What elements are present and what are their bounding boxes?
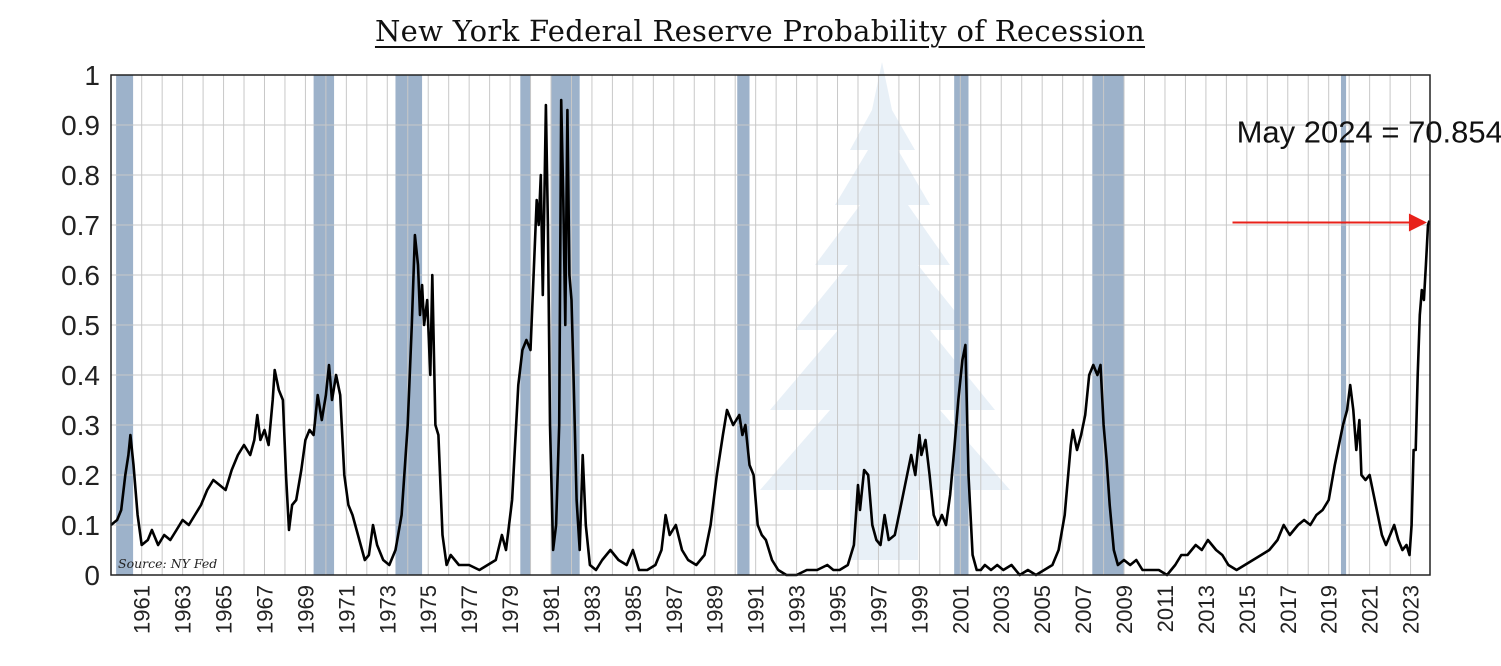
x-tick-label: 1981 bbox=[539, 585, 564, 634]
x-tick-label: 1987 bbox=[662, 585, 687, 634]
x-tick-label: 1983 bbox=[580, 585, 605, 634]
x-tick-label: 2017 bbox=[1276, 585, 1301, 634]
x-tick-label: 1973 bbox=[375, 585, 400, 634]
x-tick-label: 1975 bbox=[416, 585, 441, 634]
annotation-layer: May 2024 = 70.854% Source: NY Fed bbox=[118, 115, 1501, 572]
tree-watermark bbox=[760, 62, 1010, 560]
x-tick-label: 1985 bbox=[621, 585, 646, 634]
x-tick-label: 2023 bbox=[1399, 585, 1424, 634]
y-tick-label: 0.5 bbox=[61, 310, 100, 341]
y-tick-label: 1 bbox=[84, 60, 100, 91]
x-tick-label: 1995 bbox=[826, 585, 851, 634]
y-axis-ticks: 0 0.1 0.2 0.3 0.4 0.5 0.6 0.7 0.8 0.9 1 bbox=[61, 60, 100, 591]
x-tick-label: 2009 bbox=[1112, 585, 1137, 634]
y-tick-label: 0.6 bbox=[61, 260, 100, 291]
x-tick-label: 1993 bbox=[785, 585, 810, 634]
x-tick-label: 1989 bbox=[703, 585, 728, 634]
source-note: Source: NY Fed bbox=[118, 556, 217, 571]
x-tick-label: 2021 bbox=[1358, 585, 1383, 634]
y-tick-label: 0.9 bbox=[61, 110, 100, 141]
annotation-arrow-head bbox=[1408, 213, 1427, 232]
y-tick-label: 0.3 bbox=[61, 410, 100, 441]
y-tick-label: 0.1 bbox=[61, 510, 100, 541]
chart-title: New York Federal Reserve Probability of … bbox=[374, 14, 1146, 48]
y-tick-label: 0.7 bbox=[61, 210, 100, 241]
x-tick-label: 1967 bbox=[252, 585, 277, 634]
x-tick-label: 2003 bbox=[989, 585, 1014, 634]
series-line-0 bbox=[110, 98, 1431, 577]
x-tick-label: 1969 bbox=[293, 585, 318, 634]
x-tick-label: 2005 bbox=[1030, 585, 1055, 634]
probability-series bbox=[110, 98, 1431, 577]
y-tick-label: 0.8 bbox=[61, 160, 100, 191]
plot-frame bbox=[110, 74, 1431, 576]
x-tick-label: 1971 bbox=[334, 585, 359, 634]
x-tick-label: 2011 bbox=[1153, 585, 1178, 632]
x-axis-ticks: 1961 1963 1965 1967 1969 1971 1973 1975 1977 1979… bbox=[130, 585, 1424, 634]
x-tick-label: 1963 bbox=[171, 585, 196, 634]
x-tick-label: 1999 bbox=[907, 585, 932, 634]
x-tick-label: 1965 bbox=[212, 585, 237, 634]
x-tick-label: 2007 bbox=[1071, 585, 1096, 634]
grid-lines bbox=[111, 74, 1430, 576]
x-tick-label: 1979 bbox=[498, 585, 523, 634]
x-tick-label: 2015 bbox=[1235, 585, 1260, 634]
x-tick-label: 1961 bbox=[130, 585, 155, 634]
y-tick-label: 0.4 bbox=[61, 360, 100, 391]
latest-value-annotation: May 2024 = 70.854% bbox=[1237, 115, 1501, 150]
x-tick-label: 2019 bbox=[1317, 585, 1342, 634]
x-tick-label: 2013 bbox=[1194, 585, 1219, 634]
y-tick-label: 0 bbox=[84, 560, 100, 591]
x-tick-label: 2001 bbox=[948, 585, 973, 634]
tree-watermark-shape bbox=[760, 62, 1010, 560]
y-tick-label: 0.2 bbox=[61, 460, 100, 491]
x-tick-label: 1997 bbox=[866, 585, 891, 634]
x-tick-label: 1977 bbox=[457, 585, 482, 634]
x-tick-label: 1991 bbox=[744, 585, 769, 634]
